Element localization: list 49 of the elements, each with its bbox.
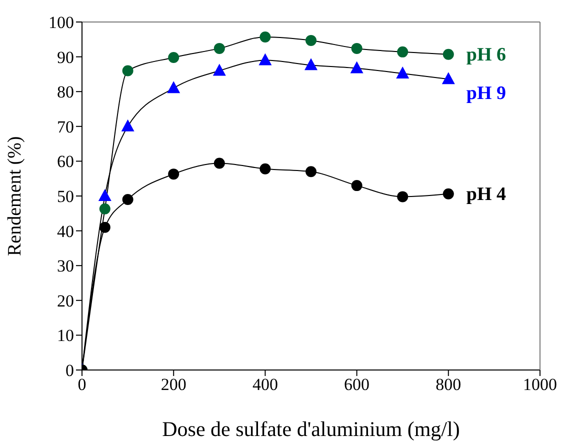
series-label: pH 9 <box>466 83 506 104</box>
point <box>304 58 318 70</box>
point <box>122 65 134 76</box>
point <box>350 61 364 74</box>
point <box>351 180 362 192</box>
y-tick-label: 0 <box>66 361 74 380</box>
point <box>167 81 180 94</box>
point <box>214 158 225 169</box>
y-tick-label: 40 <box>57 222 74 241</box>
y-tick-label: 90 <box>57 48 74 67</box>
y-tick-label: 10 <box>57 326 74 346</box>
point <box>98 189 112 201</box>
y-axis-title: Rendement (%) <box>4 136 26 256</box>
x-tick-label: 400 <box>252 375 278 394</box>
y-tick-label: 20 <box>57 291 74 310</box>
point <box>168 52 180 63</box>
point <box>260 163 271 174</box>
point <box>442 72 455 84</box>
x-tick-label: 800 <box>436 375 462 394</box>
y-tick-label: 80 <box>57 82 74 102</box>
series-label: pH 6 <box>466 44 506 66</box>
x-tick-label: 600 <box>344 375 370 394</box>
y-tick-label: 100 <box>48 13 74 32</box>
point <box>306 166 316 178</box>
x-axis-title: Dose de sulfate d'aluminium (mg/l) <box>162 417 460 441</box>
series-label: pH 4 <box>466 184 506 205</box>
point <box>121 119 134 132</box>
point <box>442 188 454 200</box>
point <box>306 34 316 46</box>
point <box>351 42 362 54</box>
y-tick-label: 30 <box>57 256 74 276</box>
point <box>168 168 180 180</box>
x-tick-label: 200 <box>160 375 186 394</box>
x-tick-label: 0 <box>78 375 86 394</box>
y-tick-label: 60 <box>57 152 74 172</box>
y-tick-label: 50 <box>57 187 74 206</box>
point <box>122 194 134 205</box>
y-tick-label: 70 <box>57 117 74 136</box>
x-tick-label: 1000 <box>523 375 557 394</box>
point <box>397 46 408 58</box>
point <box>258 53 272 66</box>
point <box>260 31 271 42</box>
point <box>99 222 110 233</box>
point <box>397 191 408 202</box>
point <box>212 64 226 76</box>
point <box>442 48 454 60</box>
point <box>99 203 110 214</box>
point <box>396 66 410 79</box>
point <box>214 42 225 54</box>
